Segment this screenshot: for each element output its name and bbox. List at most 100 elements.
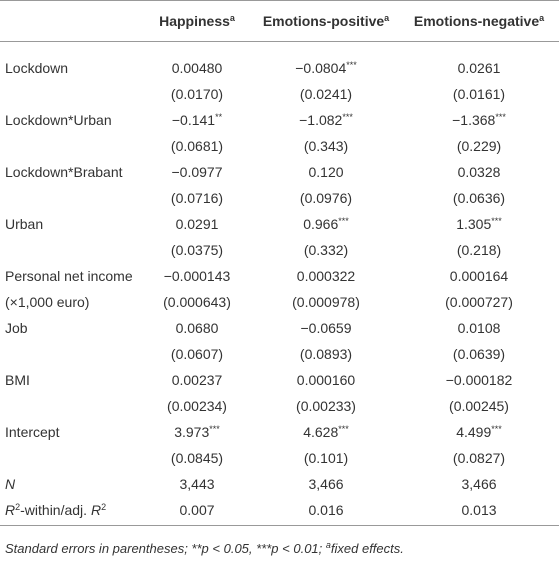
value-text: (0.218) <box>456 242 502 258</box>
value-text: 0.000164 <box>449 268 509 284</box>
value-text: 0.000322 <box>296 268 356 284</box>
rule <box>0 525 559 526</box>
cell-value: 0.0328 <box>458 163 501 181</box>
cell-value: (0.000727) <box>445 293 513 311</box>
cell-value: (0.0893) <box>300 345 352 363</box>
cell-value: (0.0607) <box>171 345 223 363</box>
cell-value: (0.229) <box>457 137 501 155</box>
label-part: N <box>5 476 16 492</box>
cell-value: 3,443 <box>179 475 214 493</box>
significance-stars: *** <box>491 424 502 434</box>
cell-value: (0.0639) <box>453 345 505 363</box>
header-text: Emotions-positive <box>262 13 385 29</box>
value-text: 0.0291 <box>175 216 219 232</box>
significance-stars: *** <box>338 216 349 226</box>
cell-value: (0.343) <box>304 137 348 155</box>
cell-value: (0.0976) <box>300 189 352 207</box>
value-text: 3,466 <box>308 476 344 492</box>
cell-value: 1.305*** <box>456 215 502 233</box>
cell-value: 0.0291 <box>176 215 219 233</box>
cell-value: 0.013 <box>461 501 496 519</box>
cell-value: 0.016 <box>308 501 343 519</box>
value-text: (0.0375) <box>170 242 224 258</box>
footnote: Standard errors in parentheses; **p < 0.… <box>5 540 404 558</box>
value-text: (0.0681) <box>170 138 224 154</box>
cell-value: 0.00480 <box>172 59 223 77</box>
cell-value: −0.0804*** <box>295 59 357 77</box>
row-label: N <box>5 475 15 493</box>
row-label-text: Lockdown*Urban <box>5 112 112 128</box>
row-label: Lockdown <box>5 59 68 77</box>
cell-value: 0.007 <box>179 501 214 519</box>
label-part: -within/adj. <box>20 502 91 518</box>
value-text: 3,443 <box>179 476 215 492</box>
value-text: 4.628 <box>303 424 339 440</box>
significance-stars: *** <box>491 216 502 226</box>
cell-value: 3,466 <box>461 475 496 493</box>
header-superscript: a <box>229 13 235 23</box>
value-text: −0.0804 <box>295 60 347 76</box>
value-text: (0.000643) <box>163 294 231 310</box>
value-text: 0.016 <box>308 502 344 518</box>
value-text: −0.0659 <box>300 320 352 336</box>
value-text: (0.0170) <box>170 86 224 102</box>
cell-value: (0.0170) <box>171 85 223 103</box>
cell-value: 0.000164 <box>450 267 508 285</box>
value-text: −0.000143 <box>163 268 231 284</box>
cell-value: 0.000322 <box>297 267 355 285</box>
value-text: (0.0976) <box>299 190 353 206</box>
cell-value: (0.0681) <box>171 137 223 155</box>
header-text: Happiness <box>159 13 230 29</box>
cell-value: (0.0827) <box>453 449 505 467</box>
cell-value: 0.966*** <box>303 215 349 233</box>
cell-value: (0.0241) <box>300 85 352 103</box>
value-text: 3,466 <box>461 476 497 492</box>
cell-value: (0.00245) <box>449 397 509 415</box>
cell-value: (0.00233) <box>296 397 356 415</box>
cell-value: (0.000978) <box>292 293 360 311</box>
cell-value: (0.0845) <box>171 449 223 467</box>
row-label-text: Urban <box>5 216 44 232</box>
row-label-text: (×1,000 euro) <box>5 294 90 310</box>
cell-value: 3.973*** <box>174 423 220 441</box>
rule <box>0 41 559 42</box>
cell-value: 0.0680 <box>176 319 219 337</box>
significance-stars: *** <box>342 112 353 122</box>
value-text: 3.973 <box>174 424 210 440</box>
significance-stars: *** <box>495 112 506 122</box>
row-label-text: Lockdown*Brabant <box>5 164 123 180</box>
cell-value: 3,466 <box>308 475 343 493</box>
value-text: (0.0893) <box>299 346 353 362</box>
label-part: R <box>5 502 16 518</box>
value-text: 0.0680 <box>175 320 219 336</box>
value-text: (0.229) <box>456 138 502 154</box>
value-text: (0.0161) <box>452 86 506 102</box>
column-header: Emotions-positivea <box>263 12 389 30</box>
cell-value: (0.00234) <box>167 397 227 415</box>
cell-value: 0.0261 <box>458 59 501 77</box>
value-text: (0.000978) <box>292 294 360 310</box>
row-label-text: Lockdown <box>5 60 69 76</box>
value-text: 0.0261 <box>457 60 501 76</box>
value-text: (0.0241) <box>299 86 353 102</box>
row-label: Intercept <box>5 423 59 441</box>
value-text: (0.0636) <box>452 190 506 206</box>
cell-value: 0.00237 <box>172 371 223 389</box>
row-label: R2-within/adj. R2 <box>5 501 106 519</box>
value-text: −0.000182 <box>445 372 513 388</box>
column-header: Happinessa <box>159 12 235 30</box>
cell-value: (0.0716) <box>171 189 223 207</box>
rule <box>0 0 559 1</box>
cell-value: 0.0108 <box>458 319 501 337</box>
row-label: Lockdown*Brabant <box>5 163 123 181</box>
row-label-text: Intercept <box>5 424 60 440</box>
value-text: 0.000160 <box>296 372 356 388</box>
value-text: 0.966 <box>303 216 339 232</box>
cell-value: 4.628*** <box>303 423 349 441</box>
label-part: 2 <box>101 502 107 512</box>
footnote-superscript: a <box>325 540 331 550</box>
value-text: 0.0108 <box>457 320 501 336</box>
value-text: 0.00237 <box>171 372 223 388</box>
row-label: BMI <box>5 371 30 389</box>
